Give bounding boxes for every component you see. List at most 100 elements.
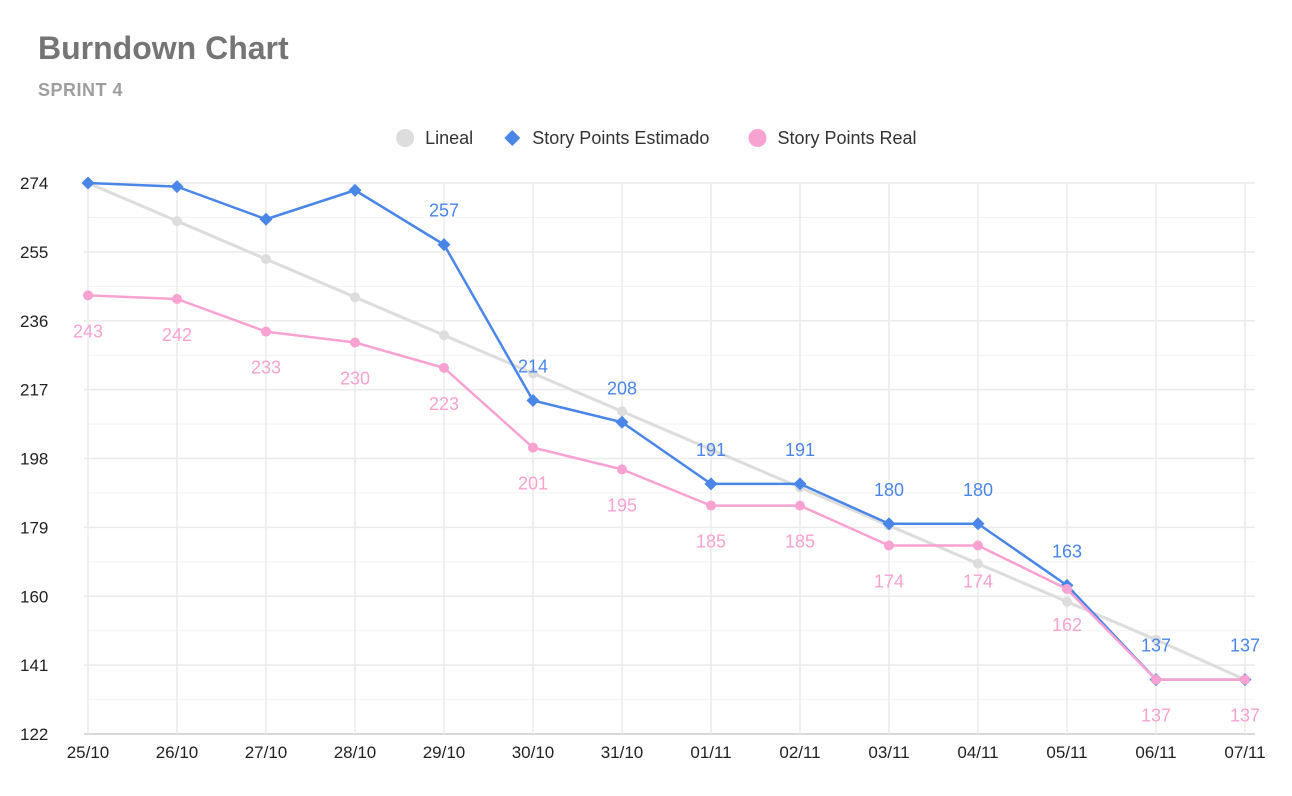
x-tick-label: 02/11 <box>779 743 820 762</box>
grid <box>84 182 1255 735</box>
data-label: 174 <box>874 572 904 592</box>
data-label: 162 <box>1052 615 1082 635</box>
data-label: 137 <box>1230 636 1260 656</box>
data-point[interactable] <box>795 500 805 511</box>
x-tick-label: 01/11 <box>690 743 731 762</box>
data-label: 163 <box>1052 541 1082 561</box>
series-layer <box>81 176 1252 687</box>
data-point[interactable] <box>1062 596 1072 607</box>
x-tick-label: 25/10 <box>67 743 110 762</box>
x-tick-label: 31/10 <box>601 743 644 762</box>
x-tick-label: 29/10 <box>423 743 466 762</box>
data-label: 185 <box>696 532 726 552</box>
chart-title: Burndown Chart <box>38 30 289 66</box>
data-point[interactable] <box>437 238 451 252</box>
data-point[interactable] <box>1151 674 1161 685</box>
legend-label: Story Points Real <box>778 128 917 148</box>
legend-label: Story Points Estimado <box>532 128 709 148</box>
legend-item[interactable]: Lineal <box>396 128 473 148</box>
legend-item[interactable]: Story Points Real <box>748 128 917 148</box>
data-label: 195 <box>607 495 637 515</box>
data-point[interactable] <box>706 500 716 511</box>
x-tick-label: 27/10 <box>245 743 288 762</box>
legend-diamond-icon <box>504 130 521 146</box>
data-point[interactable] <box>528 368 538 379</box>
data-point[interactable] <box>704 477 718 491</box>
data-point[interactable] <box>439 362 449 373</box>
data-point[interactable] <box>1062 584 1072 594</box>
legend-circle-icon <box>748 129 767 147</box>
chart-subtitle: SPRINT 4 <box>38 80 124 100</box>
x-tick-label: 03/11 <box>868 743 909 762</box>
data-point[interactable] <box>1151 634 1161 645</box>
data-point[interactable] <box>882 517 896 531</box>
series-line <box>87 181 1245 681</box>
data-point[interactable] <box>973 540 983 551</box>
data-point[interactable] <box>973 558 983 569</box>
legend-label: Lineal <box>425 128 473 148</box>
data-label: 230 <box>340 369 370 389</box>
y-tick-label: 141 <box>20 656 48 675</box>
data-label: 191 <box>785 440 815 460</box>
data-point[interactable] <box>350 337 360 348</box>
x-tick-label: 04/11 <box>957 743 998 762</box>
y-tick-label: 274 <box>20 174 48 193</box>
data-label: 201 <box>518 474 548 494</box>
axes: 122 141 160 179 198 217 236 255 274 25/10 26/10 27/… <box>20 174 1266 762</box>
x-tick-label: 30/10 <box>512 743 555 762</box>
data-point[interactable] <box>170 180 184 194</box>
data-point[interactable] <box>350 292 360 303</box>
y-tick-label: 236 <box>20 312 48 331</box>
data-point[interactable] <box>617 406 627 417</box>
data-point[interactable] <box>348 183 362 197</box>
data-point[interactable] <box>884 540 894 551</box>
data-point[interactable] <box>83 290 93 301</box>
data-label: 137 <box>1141 706 1171 726</box>
data-label: 214 <box>518 357 548 377</box>
x-tick-label: 06/11 <box>1135 743 1176 762</box>
data-label: 174 <box>963 572 993 592</box>
data-label: 180 <box>963 480 993 500</box>
x-tick-label: 26/10 <box>156 743 199 762</box>
data-point[interactable] <box>706 444 716 455</box>
data-label: 185 <box>785 532 815 552</box>
data-point[interactable] <box>259 212 273 226</box>
data-point[interactable] <box>615 415 629 429</box>
legend[interactable]: Lineal Story Points Estimado Story Points … <box>396 128 917 148</box>
series-lineal <box>83 178 1250 685</box>
data-point[interactable] <box>261 326 271 337</box>
data-label: 137 <box>1230 706 1260 726</box>
data-point[interactable] <box>528 442 538 453</box>
data-point[interactable] <box>617 464 627 475</box>
data-labels: 257 214 208 191 191 180 180 163 137 137 243 242 233 2… <box>73 201 1260 726</box>
data-label: 242 <box>162 325 192 345</box>
y-tick-label: 160 <box>20 587 48 606</box>
legend-item[interactable]: Story Points Estimado <box>504 128 709 148</box>
data-point[interactable] <box>793 477 807 491</box>
data-label: 137 <box>1141 636 1171 656</box>
legend-circle-icon <box>396 129 415 147</box>
data-point[interactable] <box>1240 674 1250 685</box>
data-label: 208 <box>607 378 637 398</box>
data-label: 223 <box>429 394 459 414</box>
data-point[interactable] <box>526 394 540 407</box>
y-tick-label: 179 <box>20 518 48 537</box>
data-point[interactable] <box>81 176 95 190</box>
y-tick-label: 198 <box>20 450 48 469</box>
data-point[interactable] <box>261 254 271 265</box>
y-tick-label: 255 <box>20 243 48 262</box>
data-label: 191 <box>696 440 726 460</box>
data-point[interactable] <box>172 216 182 227</box>
x-tick-label: 05/11 <box>1046 743 1087 762</box>
data-point[interactable] <box>172 294 182 304</box>
series-line <box>87 294 1245 681</box>
series-story-points-real <box>83 290 1250 685</box>
data-label: 257 <box>429 201 459 221</box>
series-line <box>87 181 1246 681</box>
data-label: 180 <box>874 480 904 500</box>
y-tick-label: 122 <box>20 725 48 744</box>
data-point[interactable] <box>439 330 449 341</box>
y-tick-label: 217 <box>20 381 48 400</box>
data-point[interactable] <box>971 517 985 531</box>
